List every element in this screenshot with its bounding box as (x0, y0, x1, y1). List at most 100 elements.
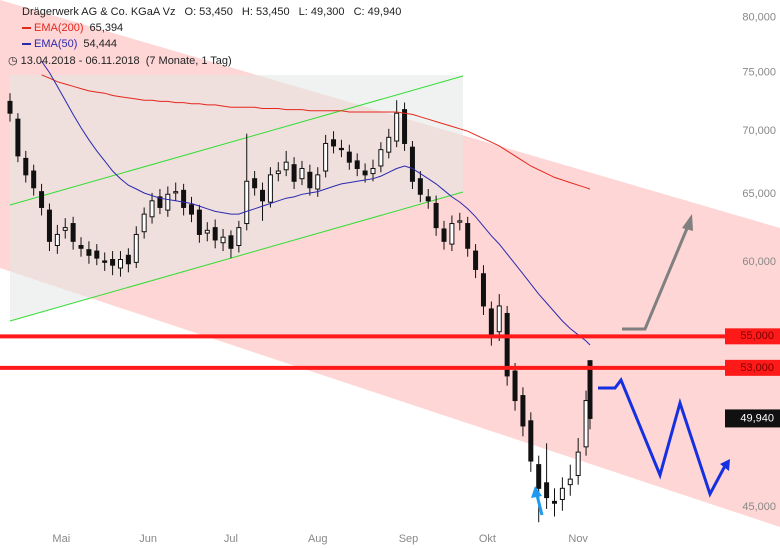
candle-body (212, 227, 218, 241)
candle-body (338, 147, 344, 151)
candle-body (252, 178, 258, 189)
candle-body (370, 167, 376, 175)
up-channel-area (10, 75, 463, 321)
level-label: 55,000 (740, 330, 774, 342)
chart-title: Drägerwerk AG & Co. KGaA Vz (22, 6, 176, 18)
legend-label: EMA(50) (34, 38, 78, 50)
candle-body (567, 478, 573, 486)
candle-body (386, 136, 392, 153)
candle-body (94, 250, 100, 259)
target-arrowhead (682, 214, 693, 231)
candle-body (417, 178, 423, 195)
up-channel-top (9, 75, 464, 206)
overlays: 45,00050,00055,00060,00065,00070,00075,0… (0, 12, 780, 545)
candle-body (559, 487, 565, 500)
candle-body (473, 250, 479, 270)
candle-body (354, 160, 360, 169)
candle-body (441, 228, 447, 242)
period-line: ◷ 13.04.2018 - 06.11.2018 (7 Monate, 1 Tag… (8, 54, 238, 67)
price-label: 49,940 (740, 412, 774, 424)
candle-body (362, 170, 368, 176)
candle-body (196, 209, 202, 235)
level-label: 53,000 (740, 362, 774, 374)
candle-body (583, 400, 589, 448)
candle-body (291, 164, 297, 182)
clock-icon: ◷ (8, 55, 18, 67)
candle-body (157, 196, 163, 208)
candle-body (512, 370, 518, 402)
marks (7, 61, 593, 523)
candle-body (181, 189, 187, 208)
candle-body (315, 174, 321, 190)
candle-body (46, 209, 52, 242)
ema-line (41, 74, 591, 190)
candle-body (102, 260, 108, 263)
period: 13.04.2018 - 06.11.2018 (20, 55, 140, 67)
x-tick-label: Okt (479, 533, 496, 545)
candle-body (575, 451, 581, 476)
candle-body (260, 189, 266, 202)
candle-body (409, 146, 415, 182)
candle-body (165, 193, 171, 211)
candle-body (15, 118, 21, 157)
candle-body (504, 312, 510, 377)
candle-body (346, 151, 352, 163)
candle-body (31, 170, 37, 189)
ohlc: L: 49,300 (298, 6, 345, 18)
period-note: (7 Monate, 1 Tag) (145, 55, 232, 67)
candle-body (188, 204, 194, 215)
ohlc: H: 53,450 (241, 6, 290, 18)
candle-body (307, 171, 313, 189)
candle-body (125, 254, 131, 265)
candle-body (449, 223, 455, 245)
candle-body (149, 200, 155, 218)
level-tag (725, 359, 780, 376)
candle-body (267, 174, 273, 203)
candle-body (488, 308, 494, 337)
candle-body (236, 227, 242, 246)
candle-body (323, 142, 329, 172)
candle-body (141, 213, 147, 233)
ema-line (41, 61, 591, 346)
candle-body (117, 259, 123, 269)
y-tick-label: 70,000 (742, 125, 776, 137)
legend-value: 65,394 (89, 22, 124, 34)
x-tick-label: Jun (139, 533, 157, 545)
projection-path (598, 376, 728, 498)
x-tick-label: Sep (399, 533, 419, 545)
candle-body (394, 112, 400, 142)
candle-body (7, 100, 13, 114)
candle-body (62, 227, 68, 231)
legend-label: EMA(200) (34, 22, 84, 34)
y-tick-label: 80,000 (742, 12, 776, 24)
low-arrow (535, 494, 544, 516)
x-tick-label: Aug (308, 533, 328, 545)
header-line: Drägerwerk AG & Co. KGaA Vz O: 53,450 H:… (22, 6, 407, 18)
projection-arrowhead (720, 459, 730, 471)
candle-body (23, 157, 29, 176)
candle-body (544, 482, 550, 499)
candle-body (425, 196, 431, 202)
level-tag (725, 328, 780, 345)
legend-entry: EMA(200) 65,394 (22, 22, 129, 34)
candle-body (528, 420, 534, 462)
ohlc: C: 49,940 (353, 6, 402, 18)
candle-body (70, 223, 76, 242)
candle-body (228, 235, 234, 249)
y-tick-label: 75,000 (742, 66, 776, 78)
candle-body (220, 236, 226, 244)
candle-body (275, 170, 281, 175)
target-path (622, 225, 690, 331)
candle-body (587, 360, 593, 419)
y-tick-label: 45,000 (742, 501, 776, 513)
legend-value: 54,444 (83, 38, 118, 50)
candle-body (457, 220, 463, 223)
candle-body (173, 191, 179, 194)
candle-body (402, 109, 408, 144)
candle-body (283, 161, 289, 171)
x-tick-label: Nov (568, 533, 588, 545)
legend-entry: EMA(50) 54,444 (22, 38, 123, 50)
y-tick-label: 60,000 (742, 256, 776, 268)
